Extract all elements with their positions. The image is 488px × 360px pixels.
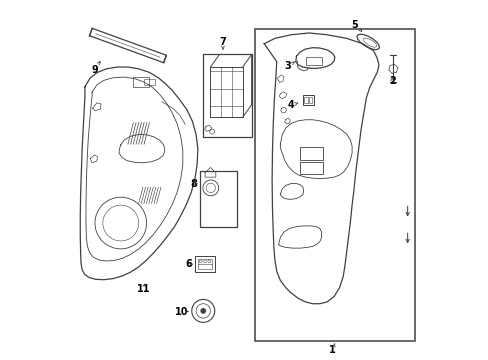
Bar [195,256,215,272]
Bar [133,77,149,87]
Bar [304,97,307,103]
Text: 3: 3 [284,61,290,71]
Text: 8: 8 [190,179,197,189]
Bar [305,57,322,64]
Bar [199,171,237,226]
Text: 9: 9 [91,64,98,75]
Bar [300,147,323,160]
Text: 1: 1 [328,345,335,355]
Bar [255,30,414,341]
Text: 11: 11 [136,284,150,294]
Bar [203,54,251,137]
Bar [198,259,212,269]
Bar [144,78,155,85]
Text: 5: 5 [351,20,358,30]
Bar [300,162,323,174]
Text: 2: 2 [388,76,395,86]
Text: 6: 6 [185,259,192,269]
Text: 7: 7 [219,37,226,47]
Bar [302,95,313,105]
Circle shape [200,308,206,314]
Text: 4: 4 [287,100,294,111]
Text: 10: 10 [175,307,188,317]
Bar [308,97,312,103]
